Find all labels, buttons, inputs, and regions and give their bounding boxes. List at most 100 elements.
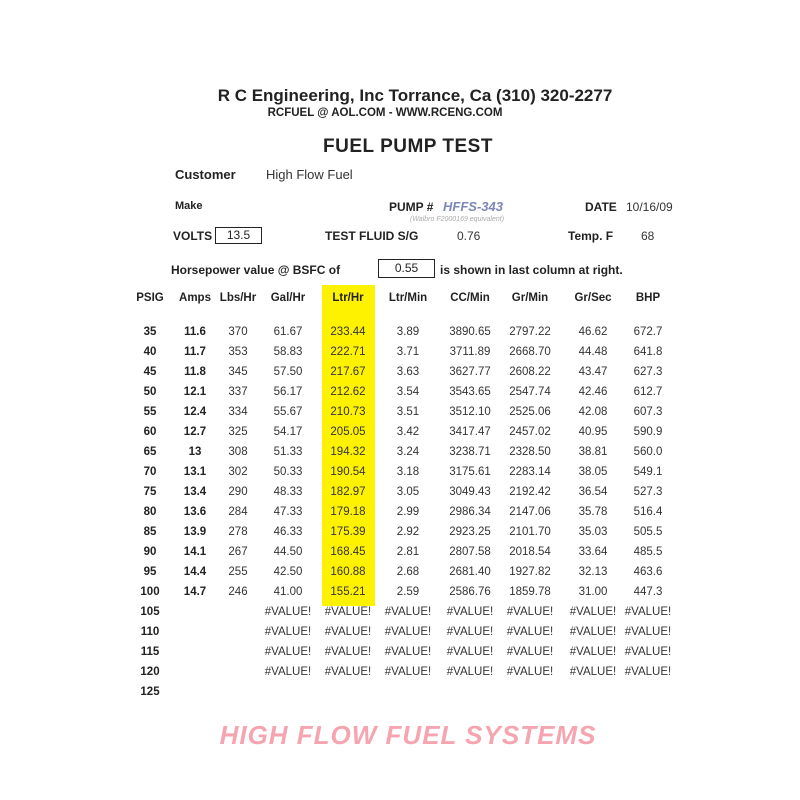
table-cell: 627.3 [633, 366, 663, 378]
table-cell: #VALUE! [264, 606, 312, 618]
table-cell: 2797.22 [509, 326, 551, 338]
column-header: CC/Min [450, 292, 490, 304]
table-cell: 3238.71 [449, 446, 491, 458]
table-cell: 2807.58 [449, 546, 491, 558]
table-cell: 2.59 [396, 586, 420, 598]
table-cell: 42.08 [578, 406, 608, 418]
date-label: DATE [585, 200, 617, 214]
contact-line: RCFUEL @ AOL.COM - WWW.RCENG.COM [267, 107, 503, 119]
table-cell: 120 [140, 666, 160, 678]
table-cell: 447.3 [633, 586, 663, 598]
table-cell: 1859.78 [509, 586, 551, 598]
table-cell: 612.7 [633, 386, 663, 398]
table-cell: 175.39 [330, 526, 366, 538]
table-cell: 44.48 [578, 346, 608, 358]
table-cell: 11.8 [184, 366, 206, 378]
table-cell: 2147.06 [509, 506, 551, 518]
table-cell: 308 [228, 446, 248, 458]
table-cell: 290 [228, 486, 248, 498]
table-cell: #VALUE! [506, 646, 554, 658]
temp-value: 68 [641, 229, 655, 243]
table-cell: 212.62 [330, 386, 366, 398]
table-cell: 3.71 [396, 346, 420, 358]
document-title: FUEL PUMP TEST [323, 136, 493, 157]
table-cell: 160.88 [330, 566, 366, 578]
table-cell: 3.05 [396, 486, 420, 498]
table-cell: 194.32 [330, 446, 366, 458]
table-cell: 2525.06 [509, 406, 551, 418]
table-cell: 41.00 [273, 586, 303, 598]
table-cell: 44.50 [273, 546, 303, 558]
table-cell: 2.99 [396, 506, 420, 518]
column-header: Gal/Hr [270, 292, 306, 304]
table-cell: 110 [140, 626, 160, 638]
column-header: Lbs/Hr [219, 292, 257, 304]
table-cell: 45 [143, 366, 157, 378]
test-fluid-label: TEST FLUID S/G [325, 229, 419, 243]
table-cell: 337 [228, 386, 248, 398]
pump-number: HFFS-343 [443, 199, 503, 214]
customer-value: High Flow Fuel [266, 167, 353, 182]
table-cell: 100 [140, 586, 160, 598]
table-cell: 3512.10 [449, 406, 491, 418]
table-cell: 55.67 [273, 406, 303, 418]
table-cell: 95 [143, 566, 157, 578]
hp-suffix: is shown in last column at right. [440, 263, 623, 277]
table-cell: #VALUE! [264, 666, 312, 678]
table-cell: 75 [143, 486, 157, 498]
ltr-hr-highlight [322, 285, 375, 606]
table-cell: 14.4 [183, 566, 207, 578]
hp-label: Horsepower value @ BSFC of [171, 263, 341, 277]
table-cell: 40.95 [578, 426, 608, 438]
table-cell: 505.5 [633, 526, 663, 538]
company-header: R C Engineering, Inc Torrance, Ca (310) … [217, 86, 613, 105]
table-cell: 217.67 [330, 366, 366, 378]
table-cell: 325 [228, 426, 248, 438]
table-cell: 60 [143, 426, 157, 438]
volts-label: VOLTS [173, 229, 213, 243]
table-cell: #VALUE! [446, 606, 494, 618]
table-cell: 40 [143, 346, 157, 358]
column-header: Gr/Sec [574, 292, 612, 304]
table-cell: #VALUE! [446, 666, 494, 678]
table-cell: 47.33 [273, 506, 303, 518]
table-cell: 345 [228, 366, 248, 378]
table-cell: #VALUE! [624, 646, 672, 658]
table-cell: 2547.74 [509, 386, 551, 398]
column-header: Ltr/Min [388, 292, 428, 304]
bsfc-value: 0.55 [378, 259, 435, 278]
table-cell: 46.33 [273, 526, 303, 538]
table-cell: 2923.25 [449, 526, 491, 538]
table-cell: #VALUE! [384, 606, 432, 618]
table-cell: 12.1 [183, 386, 207, 398]
table-cell: 54.17 [273, 426, 303, 438]
table-cell: 334 [228, 406, 248, 418]
table-cell: 222.71 [330, 346, 366, 358]
table-cell: 2.92 [396, 526, 420, 538]
temp-label: Temp. F [568, 229, 614, 243]
table-cell: #VALUE! [324, 606, 372, 618]
table-cell: 3.63 [396, 366, 420, 378]
table-cell: 55 [143, 406, 157, 418]
table-cell: 35.78 [578, 506, 608, 518]
pump-label: PUMP # [389, 200, 434, 214]
table-cell: 2328.50 [509, 446, 551, 458]
table-cell: 31.00 [578, 586, 608, 598]
table-cell: 3417.47 [449, 426, 491, 438]
table-cell: 560.0 [633, 446, 663, 458]
table-cell: 43.47 [578, 366, 608, 378]
table-cell: 3.18 [396, 466, 420, 478]
table-cell: #VALUE! [324, 646, 372, 658]
column-header: PSIG [136, 292, 164, 304]
volts-value: 13.5 [215, 227, 262, 244]
table-cell: 3543.65 [449, 386, 491, 398]
table-cell: 278 [228, 526, 248, 538]
table-cell: 85 [143, 526, 157, 538]
table-cell: #VALUE! [506, 666, 554, 678]
table-cell: 2681.40 [449, 566, 491, 578]
table-cell: 485.5 [633, 546, 663, 558]
table-cell: 527.3 [633, 486, 663, 498]
table-cell: #VALUE! [624, 666, 672, 678]
table-cell: #VALUE! [624, 626, 672, 638]
table-cell: 42.46 [578, 386, 608, 398]
